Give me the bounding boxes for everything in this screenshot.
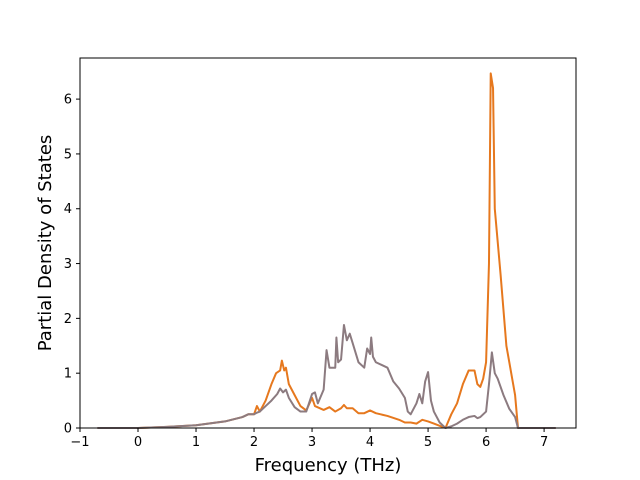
x-tick-label: 5 bbox=[424, 435, 432, 450]
x-tick-label: 1 bbox=[192, 435, 200, 450]
x-tick-label: 2 bbox=[250, 435, 258, 450]
y-tick-label: 4 bbox=[64, 202, 72, 217]
y-tick-label: 3 bbox=[64, 257, 72, 272]
x-tick-label: 0 bbox=[134, 435, 142, 450]
x-tick-label: 6 bbox=[482, 435, 490, 450]
y-tick-label: 1 bbox=[64, 367, 72, 382]
x-axis-label: Frequency (THz) bbox=[255, 455, 402, 476]
y-tick-label: 6 bbox=[64, 93, 72, 108]
y-tick-label: 0 bbox=[64, 422, 72, 437]
series-layer bbox=[97, 72, 556, 429]
x-tick-label: 4 bbox=[366, 435, 374, 450]
y-tick-label: 5 bbox=[64, 147, 72, 162]
series-line-1 bbox=[97, 72, 556, 429]
y-tick-label: 2 bbox=[64, 312, 72, 327]
x-tick-label: 7 bbox=[540, 435, 548, 450]
x-tick-label: −1 bbox=[70, 435, 89, 450]
series-line-2 bbox=[97, 323, 556, 429]
plot-frame bbox=[79, 57, 577, 429]
y-axis-label: Partial Density of States bbox=[35, 135, 56, 352]
x-tick-label: 3 bbox=[308, 435, 316, 450]
